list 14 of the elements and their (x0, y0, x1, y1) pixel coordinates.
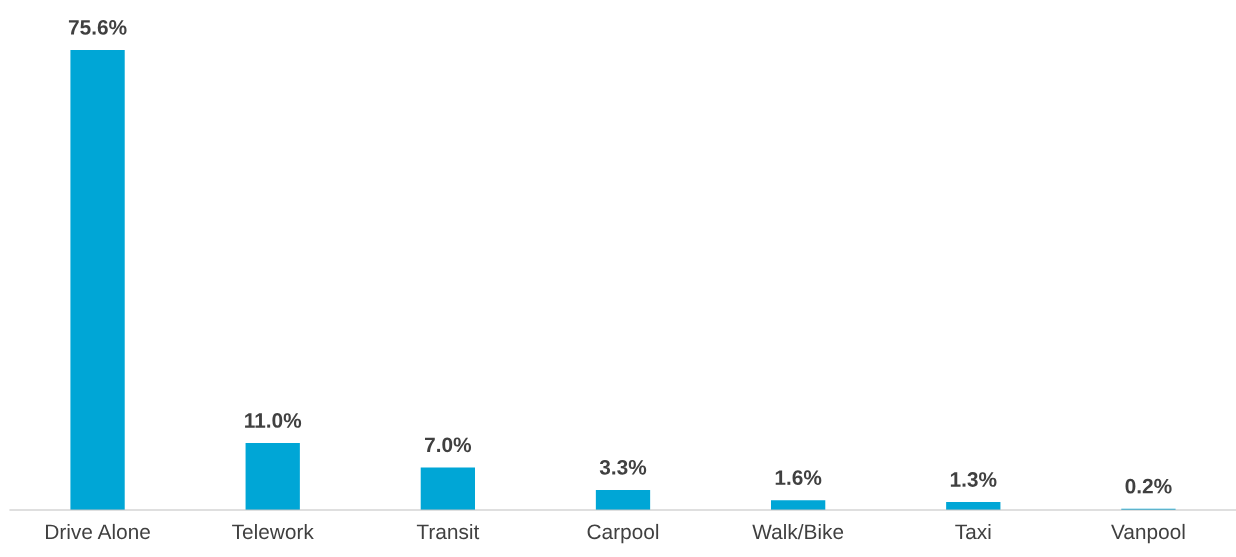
data-label: 75.6% (68, 20, 127, 35)
data-label: 0.2% (1125, 478, 1172, 494)
data-label: 3.3% (599, 459, 647, 475)
x-tick-label: Vanpool (1111, 523, 1185, 544)
x-tick-label: Transit (416, 523, 480, 540)
data-label: 7.0% (425, 437, 472, 453)
data-label: 1.3% (950, 472, 997, 487)
x-tick-label: Walk/Bike (752, 523, 844, 540)
x-tick-label: Telework (232, 523, 314, 540)
x-tick-label: Carpool (587, 523, 659, 544)
data-label: 1.6% (775, 470, 822, 486)
x-tick-label: Taxi (955, 523, 991, 540)
data-label: 11.0% (245, 413, 302, 428)
x-tick-label: Drive Alone (46, 523, 150, 540)
